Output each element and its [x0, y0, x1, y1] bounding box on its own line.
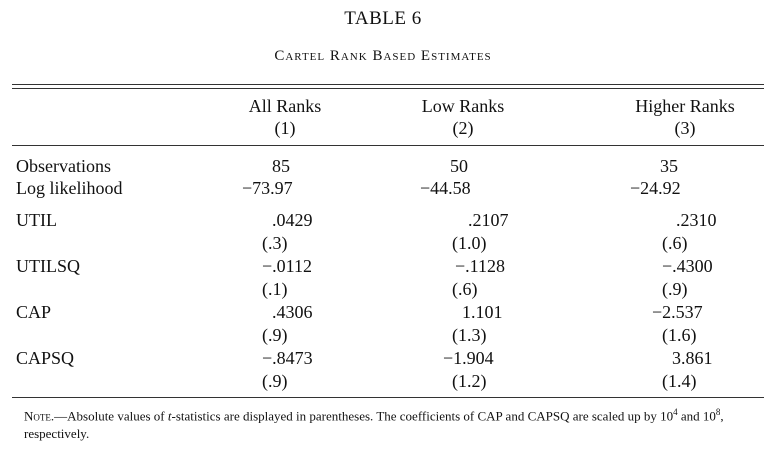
- table-note: Note.—Absolute values of t-statistics ar…: [24, 403, 764, 443]
- row-label-util: UTIL: [16, 210, 57, 230]
- note-prefix: Note.: [24, 408, 55, 424]
- cell-utilsq-3: −.4300: [662, 256, 713, 276]
- cell-capsq-1: −.8473: [262, 348, 313, 368]
- table-subtitle: Cartel Rank Based Estimates: [274, 48, 492, 64]
- col-header-2-number: (2): [452, 118, 474, 138]
- top-rule-2: [12, 88, 764, 89]
- tstat-cap-3: (1.6): [662, 325, 697, 345]
- tstat-utilsq-1: (.1): [262, 279, 288, 299]
- cell-cap-2: 1.101: [462, 302, 503, 322]
- tstat-cap-2: (1.3): [452, 325, 487, 345]
- note-exponent-2: 8: [715, 407, 721, 417]
- row-label-loglik: Log likelihood: [16, 178, 123, 198]
- cell-utilsq-1: −.0112: [262, 256, 312, 276]
- cell-utilsq-2: −.1128: [455, 256, 505, 276]
- table-title: TABLE 6: [344, 8, 422, 29]
- cell-loglik-2: −44.58: [420, 178, 471, 198]
- tstat-capsq-3: (1.4): [662, 371, 697, 391]
- tstat-capsq-2: (1.2): [452, 371, 487, 391]
- tstat-util-2: (1.0): [452, 233, 487, 253]
- col-header-3: Higher Ranks: [635, 96, 735, 116]
- header-rule: [12, 145, 764, 146]
- note-exponent-1: 4: [673, 407, 678, 417]
- note-t-italic: t: [167, 408, 172, 424]
- cell-cap-1: .4306: [272, 302, 313, 322]
- note-text-3: and 10: [677, 408, 716, 424]
- cell-util-1: .0429: [272, 210, 313, 230]
- cell-observations-3: 35: [660, 156, 678, 176]
- tstat-util-1: (.3): [262, 233, 288, 253]
- tstat-utilsq-2: (.6): [452, 279, 478, 299]
- tstat-cap-1: (.9): [262, 325, 288, 345]
- bottom-rule: [12, 397, 764, 398]
- col-number-1: (1): [274, 118, 296, 138]
- cell-util-2: .2107: [468, 210, 509, 230]
- col-header-2: Low Ranks: [421, 96, 505, 116]
- cell-capsq-2: −1.904: [443, 348, 494, 368]
- col-header-1: All Ranks: [248, 96, 322, 116]
- note-text-4: , respectively.: [24, 408, 724, 442]
- note-text-1: —Absolute values of: [54, 408, 168, 424]
- row-label-cap: CAP: [16, 302, 52, 322]
- top-rule-1: [12, 84, 764, 85]
- note-text-2: -statistics are displayed in parentheses…: [171, 408, 674, 424]
- row-label-observations: Observations: [16, 156, 111, 176]
- cell-loglik-3: −24.92: [630, 178, 681, 198]
- cell-cap-3: −2.537: [652, 302, 703, 322]
- cell-observations-2: 50: [450, 156, 468, 176]
- cell-capsq-3: 3.861: [672, 348, 713, 368]
- tstat-capsq-1: (.9): [262, 371, 288, 391]
- tstat-utilsq-3: (.9): [662, 279, 688, 299]
- cell-loglik-1: −73.97: [242, 178, 293, 198]
- col-number-3: (3): [674, 118, 696, 138]
- cell-util-3: .2310: [676, 210, 717, 230]
- cell-observations-1: 85: [272, 156, 290, 176]
- row-label-capsq: CAPSQ: [16, 348, 75, 368]
- row-label-utilsq: UTILSQ: [16, 256, 80, 276]
- tstat-util-3: (.6): [662, 233, 688, 253]
